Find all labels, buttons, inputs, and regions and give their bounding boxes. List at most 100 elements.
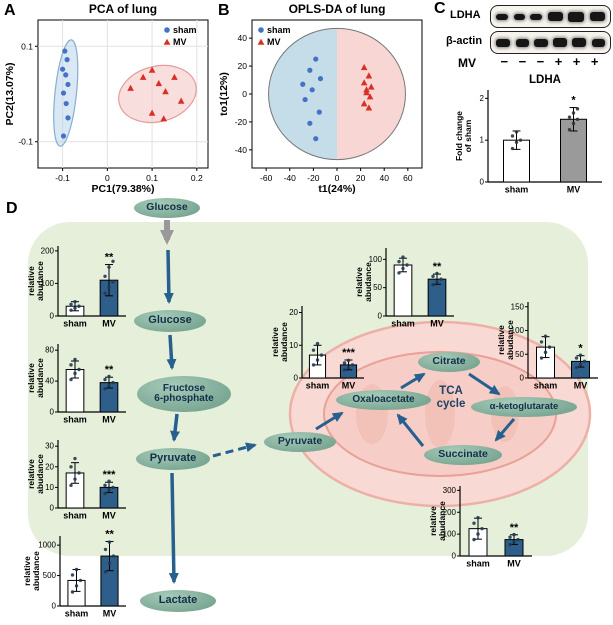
blot-band: [496, 13, 509, 20]
svg-text:sham: sham: [466, 559, 490, 569]
svg-text:t1(24%): t1(24%): [318, 183, 355, 195]
mv-sign: +: [590, 54, 599, 69]
svg-text:sham: sham: [391, 319, 415, 329]
ketoglutarate-bar-chart: 0 50 100 150 sham * MV relativeabudance: [496, 290, 602, 392]
succinate-bar-chart: 0 100 200 300 sham ** MV relativeabudance: [428, 474, 536, 570]
blot-band: [496, 38, 511, 47]
svg-text:1: 1: [480, 136, 485, 145]
svg-text:0: 0: [50, 408, 55, 417]
panel-label-a: A: [4, 2, 16, 19]
node-oxaloacetate: Oxaloacetate: [336, 390, 431, 410]
panel-label-d: D: [6, 200, 18, 217]
oxaloacetate-bar-chart: 0 10 20 sham *** MV relativeabudance: [270, 294, 368, 392]
ldha-blot-label: LDHA: [450, 9, 481, 21]
svg-text:PCA of lung: PCA of lung: [89, 2, 157, 16]
svg-text:MV: MV: [342, 381, 356, 391]
tca-label-line2: cycle: [436, 397, 466, 410]
svg-text:100: 100: [511, 326, 525, 335]
svg-text:sham: sham: [63, 415, 87, 425]
arrow-fructose-to-pyruvate: [170, 413, 180, 442]
svg-text:0: 0: [452, 552, 457, 561]
lactate-bar-chart: 0 500 1000 sham ** MV relativeabudance: [22, 524, 130, 620]
tca-cycle-label: TCA cycle: [428, 385, 474, 410]
panel-label-c: C: [434, 0, 446, 17]
pyruvate-bar-chart: 0 10 20 30 sham *** MV relativeabudance: [26, 428, 130, 522]
node-pyruvate-mito-label: Pyruvate: [277, 435, 323, 448]
svg-text:10: 10: [45, 483, 54, 492]
arrow-glucose-to-fructose: [166, 334, 177, 370]
node-pyruvate-label: Pyruvate: [149, 452, 197, 465]
svg-text:sham: sham: [505, 185, 529, 195]
node-pyruvate: Pyruvate: [136, 448, 210, 470]
svg-text:0: 0: [52, 602, 57, 611]
blot-band: [568, 11, 585, 22]
node-succinate-label: Succinate: [438, 448, 488, 461]
svg-text:2: 2: [480, 94, 485, 103]
svg-text:MV: MV: [173, 37, 187, 47]
ldha-bar-chart: LDHA 0 1 2 sham * MV Fold changeof sham: [454, 72, 606, 196]
svg-text:60: 60: [403, 173, 413, 183]
svg-text:50: 50: [373, 283, 382, 292]
svg-text:**: **: [433, 261, 442, 273]
svg-text:20: 20: [356, 173, 366, 183]
node-lactate-label: Lactate: [158, 594, 198, 607]
node-glucose: Glucose: [134, 310, 206, 332]
svg-text:MV: MV: [102, 511, 116, 521]
svg-text:relativeabudance: relativeabudance: [428, 501, 447, 541]
svg-text:20: 20: [45, 462, 54, 471]
svg-text:0: 0: [50, 504, 55, 513]
svg-text:MV: MV: [102, 319, 116, 329]
svg-text:relativeabudance: relativeabudance: [22, 551, 41, 591]
arrow-pyruvate-to-oxaloacetate: [315, 411, 344, 431]
blot-band: [515, 38, 529, 47]
svg-text:**: **: [510, 522, 519, 534]
mv-sign: +: [554, 54, 563, 69]
svg-text:relativeabudance: relativeabudance: [26, 358, 45, 398]
svg-text:relativeabudance: relativeabudance: [270, 322, 289, 362]
mitochondrion-crista: [425, 380, 455, 448]
blot-band: [589, 12, 605, 21]
blot-band: [530, 13, 543, 20]
mv-sign: −: [518, 54, 527, 69]
pca-scatter-chart: PCA of lung -0.1 0 0.1 0.2 -0.1 0.1 PC1(79.38%)…: [2, 0, 216, 198]
arrow-oxaloacetate-to-citrate: [400, 372, 426, 390]
svg-text:0.1: 0.1: [146, 173, 158, 183]
node-citrate: Citrate: [418, 352, 480, 372]
node-glucose-top-label: Glucose: [146, 201, 188, 214]
svg-text:LDHA: LDHA: [529, 74, 561, 86]
svg-text:sham: sham: [173, 25, 197, 35]
mv-sign: −: [536, 54, 545, 69]
mv-sign: +: [572, 54, 581, 69]
svg-text:*: *: [578, 343, 583, 355]
fructose-bar-chart: 0 40 80 sham ** MV relativeabudance: [26, 332, 130, 426]
svg-text:0: 0: [105, 173, 110, 183]
pathway-graphics: [160, 220, 592, 584]
arrow-ketoglutarate-to-succinate: [494, 418, 516, 442]
svg-text:MV: MV: [574, 381, 588, 391]
svg-text:**: **: [105, 528, 114, 540]
svg-text:MV: MV: [430, 319, 444, 329]
mv-row-label: MV: [458, 56, 476, 70]
tca-label-line1: TCA: [439, 385, 463, 397]
arrow-succinate-to-oxaloacetate: [396, 413, 425, 447]
svg-text:10: 10: [289, 341, 298, 350]
svg-text:*: *: [571, 95, 576, 107]
svg-text:0.2: 0.2: [191, 173, 203, 183]
panel-pca: A PCA of lung -0.1 0 0.1 0.2 -0.1 0.1 PC1(79.38…: [2, 0, 216, 198]
node-citrate-label: Citrate: [432, 355, 466, 368]
svg-text:**: **: [105, 364, 114, 376]
svg-text:***: ***: [342, 347, 356, 359]
svg-text:40: 40: [45, 377, 54, 386]
citrate-bar-chart: 0 50 100 sham ** MV relativeabudance: [354, 236, 458, 330]
svg-text:sham: sham: [63, 511, 87, 521]
svg-text:to1(12%): to1(12%): [218, 72, 230, 116]
svg-text:200: 200: [443, 508, 457, 517]
panel-pathway: D: [0, 198, 613, 622]
node-fructose-label-line2: 6-phosphate: [154, 393, 214, 404]
oplsda-scatter-chart: OPLS-DA of lung -60 -40 -20 0 20 40 60 -40 -20 0 20…: [216, 0, 430, 198]
svg-text:OPLS-DA of lung: OPLS-DA of lung: [289, 2, 386, 16]
svg-text:MV: MV: [102, 415, 116, 425]
svg-text:500: 500: [43, 571, 57, 580]
blot-band: [572, 38, 587, 47]
panel-western-blot: C LDHA β-actin MV − − − + + + LDHA 0 1 2 sha…: [432, 0, 613, 198]
